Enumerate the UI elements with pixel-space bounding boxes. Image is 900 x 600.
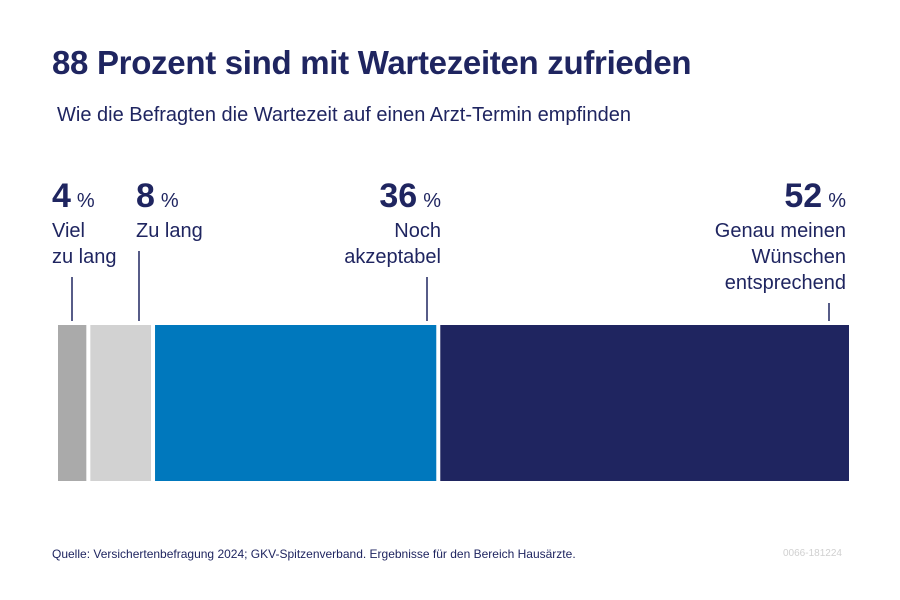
chart-title: 88 Prozent sind mit Wartezeiten zufriede… — [52, 44, 692, 81]
category-label-genau-meinen-wünschen-entsprechend-line-2: Wünschen — [752, 246, 847, 268]
value-label-zu-lang: 8% — [136, 177, 179, 215]
category-label-viel-zu-lang-line-2: zu lang — [52, 246, 117, 268]
graphic-code: 0066-181224 — [783, 548, 842, 559]
category-label-genau-meinen-wünschen-entsprechend-line-1: Genau meinen — [715, 220, 846, 242]
category-label-noch-akzeptabel-line-1: Noch — [394, 220, 441, 242]
value-label-viel-zu-lang: 4% — [52, 177, 95, 215]
bar-genau-meinen-wünschen-entsprechend — [440, 325, 849, 481]
chart-subtitle: Wie die Befragten die Wartezeit auf eine… — [57, 104, 631, 126]
category-label-genau-meinen-wünschen-entsprechend-line-3: entsprechend — [725, 272, 846, 294]
value-label-genau-meinen-wünschen-entsprechend: 52% — [784, 177, 846, 215]
category-label-zu-lang-line-1: Zu lang — [136, 220, 203, 242]
source-note: Quelle: Versichertenbefragung 2024; GKV-… — [52, 547, 576, 561]
bar-zu-lang — [90, 325, 152, 481]
category-label-noch-akzeptabel-line-2: akzeptabel — [344, 246, 441, 268]
bar-noch-akzeptabel — [155, 325, 437, 481]
bar-viel-zu-lang — [58, 325, 87, 481]
category-label-viel-zu-lang-line-1: Viel — [52, 220, 85, 242]
value-label-noch-akzeptabel: 36% — [379, 177, 441, 215]
